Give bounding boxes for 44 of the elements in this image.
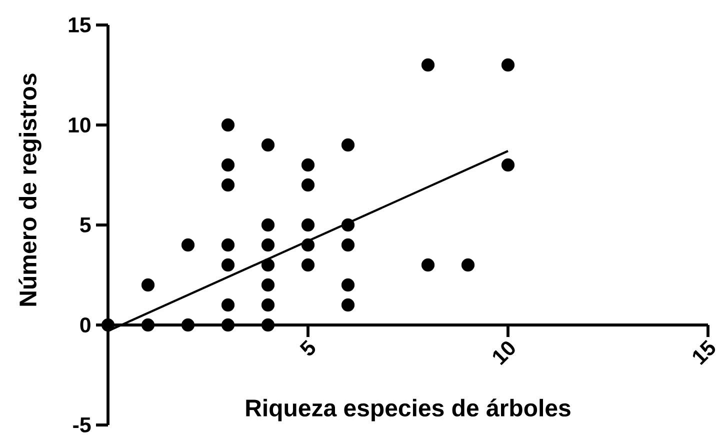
point <box>341 278 355 292</box>
point <box>261 238 275 252</box>
point <box>221 298 235 312</box>
point <box>221 178 235 192</box>
x-tick-label: 10 <box>492 341 515 366</box>
point <box>261 318 275 332</box>
point <box>421 58 435 72</box>
point <box>501 158 515 172</box>
point <box>101 318 115 332</box>
point <box>341 298 355 312</box>
point <box>341 138 355 152</box>
point <box>301 178 315 192</box>
y-tick-label: 0 <box>80 317 90 333</box>
point <box>181 318 195 332</box>
y-axis-title: Número de registros <box>18 74 42 306</box>
point <box>261 138 275 152</box>
point <box>301 158 315 172</box>
y-tick-label: 10 <box>68 117 90 133</box>
point <box>141 278 155 292</box>
point <box>261 258 275 272</box>
point <box>341 238 355 252</box>
point <box>221 118 235 132</box>
y-tick-label: -5 <box>73 418 91 432</box>
point <box>421 258 435 272</box>
y-tick-label: 15 <box>68 18 91 32</box>
point <box>341 218 355 232</box>
point <box>501 58 515 72</box>
point <box>261 278 275 292</box>
point <box>141 318 155 332</box>
point <box>301 218 315 232</box>
point <box>461 258 475 272</box>
point <box>261 218 275 232</box>
y-tick-label: 5 <box>80 218 91 232</box>
x-tick-label: 5 <box>300 340 316 356</box>
point <box>221 318 235 332</box>
point <box>301 258 315 272</box>
point <box>301 238 315 252</box>
x-axis-title: Riqueza especies de árboles <box>246 398 570 422</box>
point <box>261 298 275 312</box>
point <box>221 158 235 172</box>
point <box>181 238 195 252</box>
x-tick-label: 15 <box>692 340 716 366</box>
point <box>221 238 235 252</box>
point <box>221 258 235 272</box>
